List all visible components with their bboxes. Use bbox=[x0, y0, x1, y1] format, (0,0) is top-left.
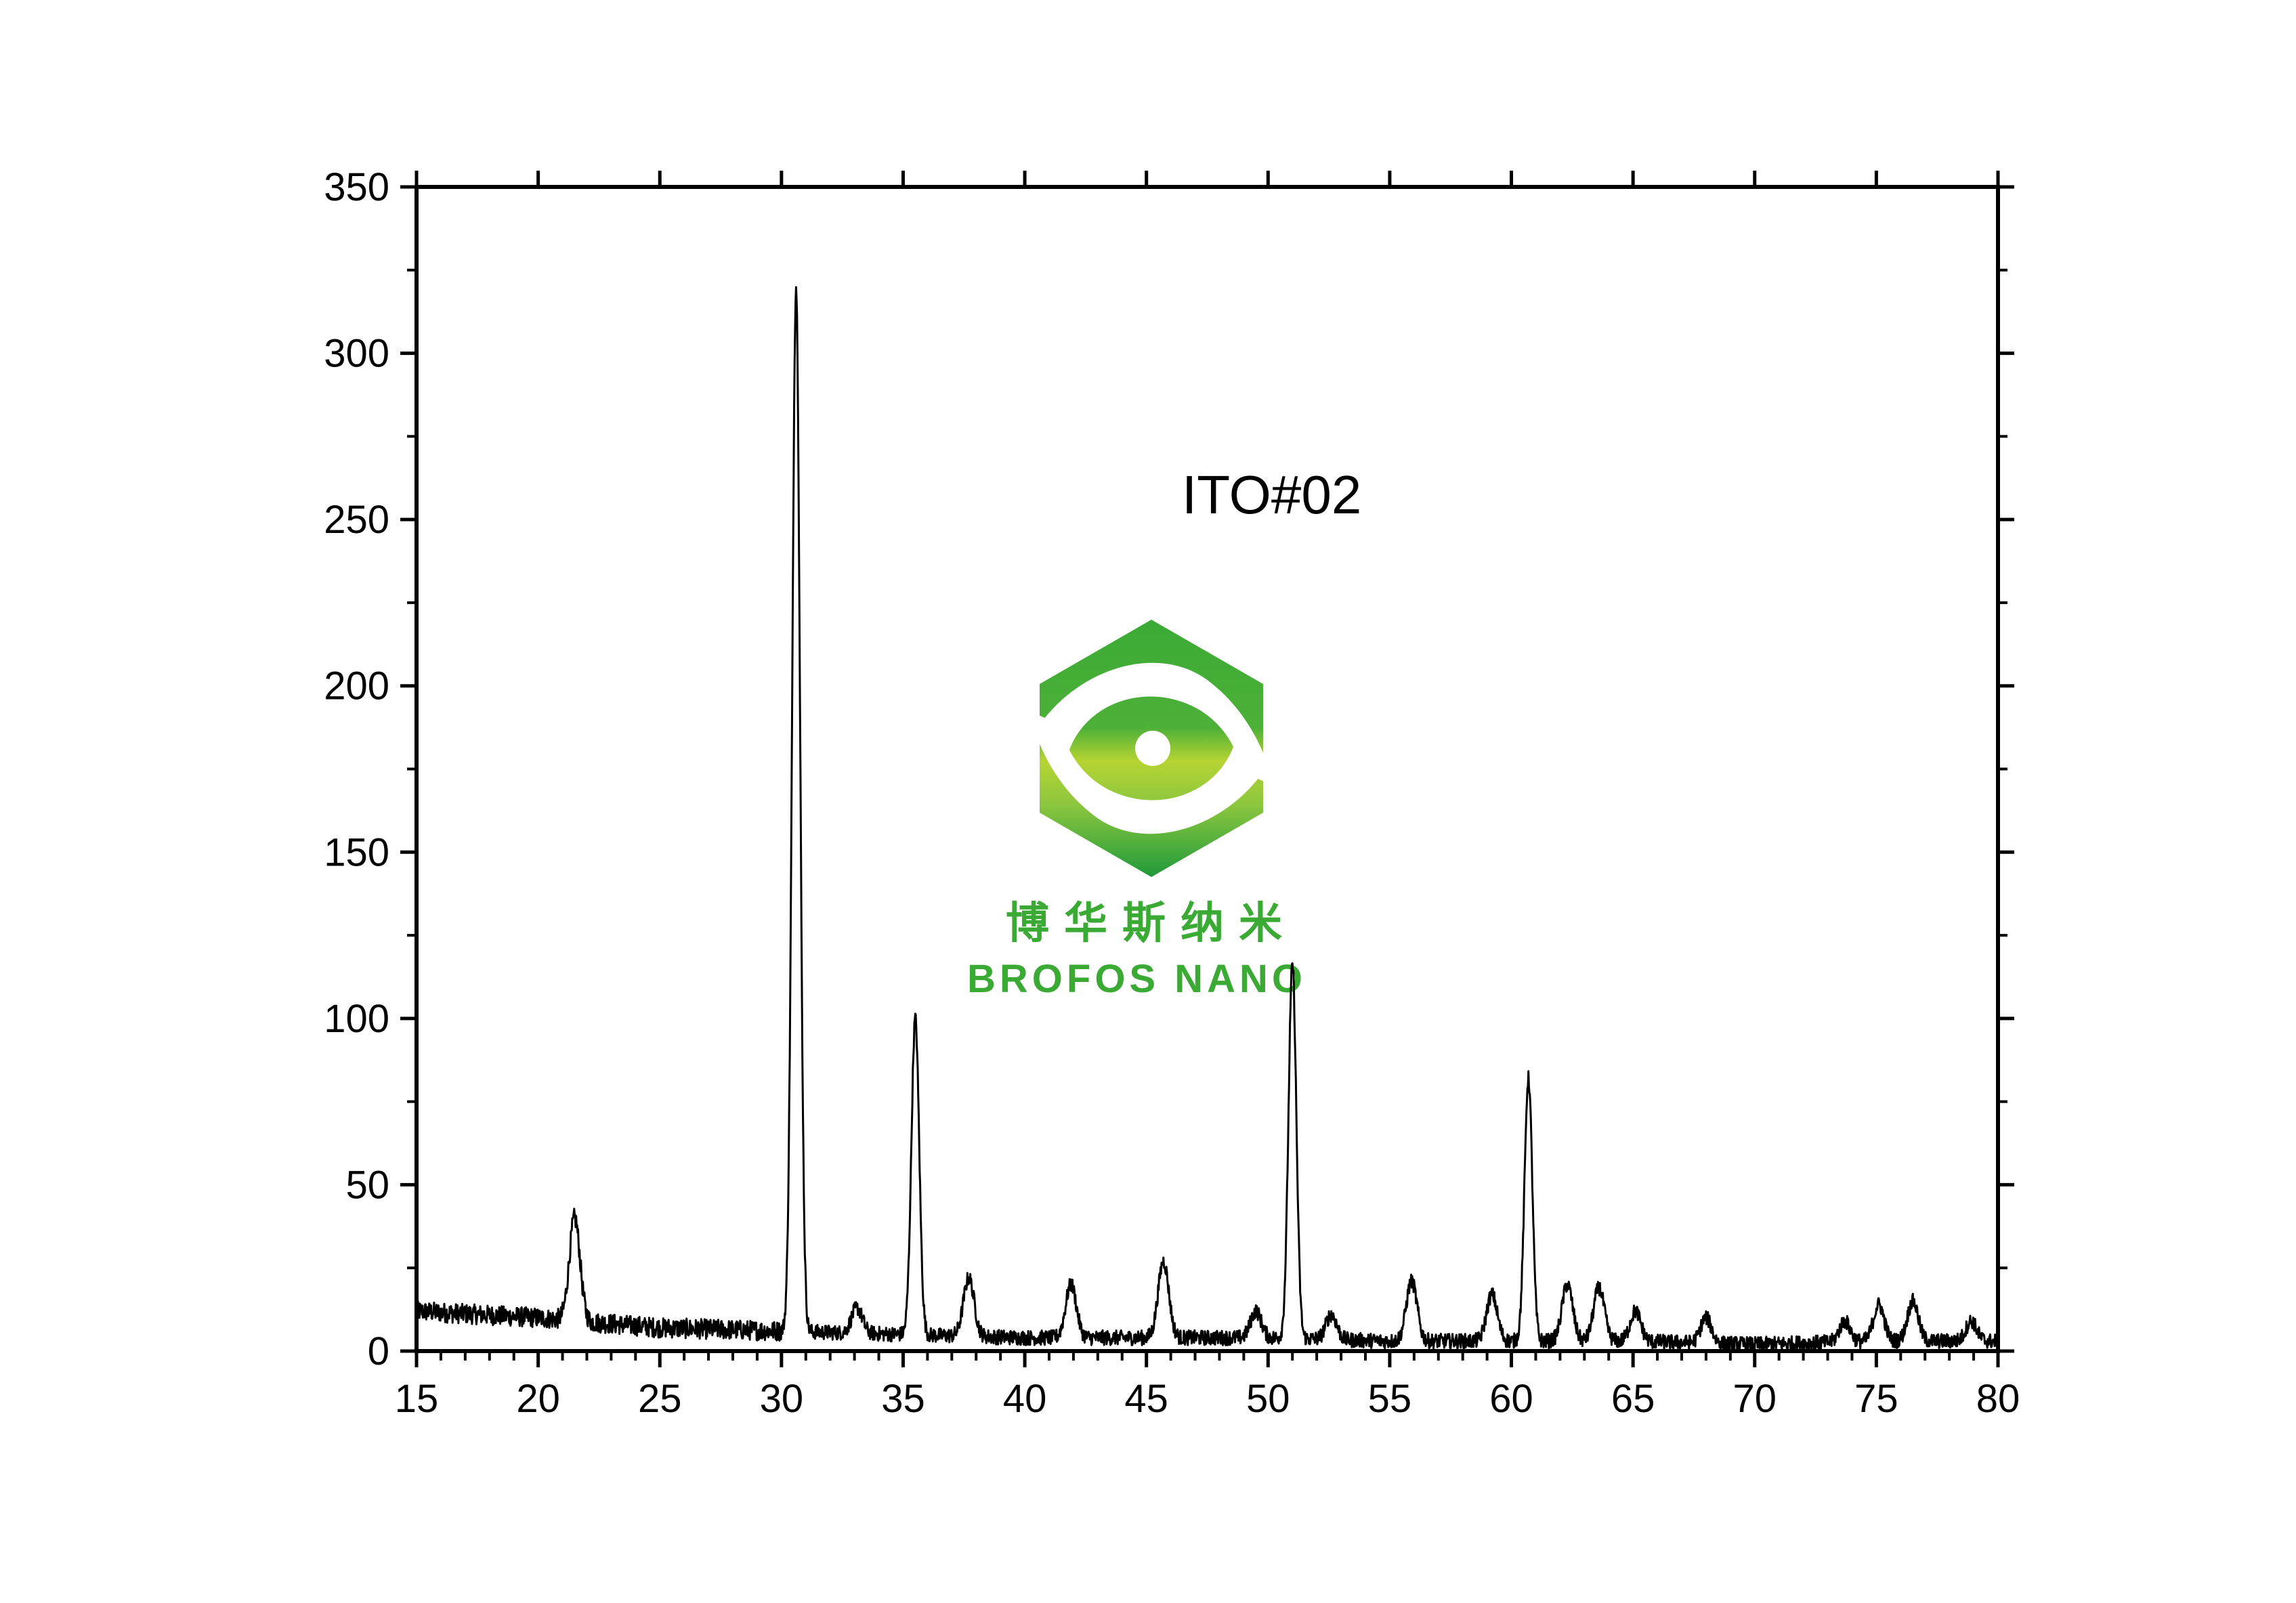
x-tick-label: 80 bbox=[1976, 1377, 2020, 1421]
x-tick-label: 65 bbox=[1611, 1377, 1655, 1421]
xrd-series-line bbox=[415, 286, 1999, 1352]
y-tick-label: 250 bbox=[324, 498, 389, 542]
y-tick-label: 50 bbox=[345, 1163, 389, 1207]
y-tick-label: 0 bbox=[368, 1329, 389, 1373]
logo-chinese-name: 博华斯纳米 bbox=[1006, 899, 1297, 949]
chart-title: ITO#02 bbox=[1182, 465, 1361, 525]
y-tick-label: 200 bbox=[324, 664, 389, 708]
x-tick-label: 45 bbox=[1124, 1377, 1168, 1421]
axis-tick-labels: 15 20 25 30 35 40 45 50 55 60 65 70 75 80 0 50 100 150 200… bbox=[324, 165, 2020, 1421]
x-tick-label: 60 bbox=[1489, 1377, 1533, 1421]
x-tick-label: 30 bbox=[760, 1377, 804, 1421]
x-tick-label: 55 bbox=[1368, 1377, 1412, 1421]
y-tick-label: 150 bbox=[324, 830, 389, 874]
x-tick-label: 40 bbox=[1003, 1377, 1047, 1421]
axis-ticks bbox=[400, 171, 2014, 1367]
x-tick-label: 35 bbox=[881, 1377, 925, 1421]
logo-english-name: BROFOS NANO bbox=[967, 957, 1306, 1001]
x-tick-label: 20 bbox=[516, 1377, 560, 1421]
x-tick-label: 15 bbox=[395, 1377, 439, 1421]
brofos-nano-logo: 博华斯纳米 BROFOS NANO bbox=[967, 620, 1306, 1001]
x-tick-label: 70 bbox=[1733, 1377, 1777, 1421]
logo-swirl bbox=[1040, 662, 1263, 834]
y-tick-label: 350 bbox=[324, 165, 389, 209]
y-tick-label: 100 bbox=[324, 997, 389, 1041]
x-tick-label: 25 bbox=[638, 1377, 682, 1421]
x-tick-label: 50 bbox=[1246, 1377, 1290, 1421]
y-tick-label: 300 bbox=[324, 332, 389, 376]
x-tick-label: 75 bbox=[1854, 1377, 1898, 1421]
